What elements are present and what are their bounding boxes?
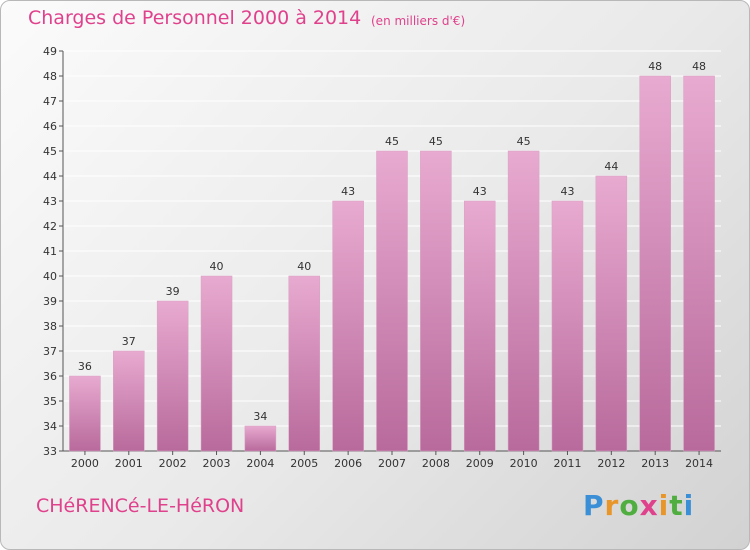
- y-tick-label: 43: [43, 195, 57, 208]
- x-tick-label: 2009: [466, 457, 494, 470]
- bar: [376, 150, 408, 452]
- bar: [156, 300, 189, 452]
- x-tick-label: 2003: [203, 457, 231, 470]
- y-axis: 33 34 35 36 37 38 39 40 41 42 43 44 45 46 47 48 49: [43, 45, 721, 458]
- x-tick-label: 2000: [71, 457, 99, 470]
- data-label: 45: [385, 135, 399, 148]
- data-label: 37: [122, 335, 136, 348]
- bar: [507, 150, 540, 452]
- bar: [244, 425, 277, 452]
- data-label: 39: [166, 285, 180, 298]
- data-label: 48: [648, 60, 662, 73]
- x-tick-label: 2005: [290, 457, 318, 470]
- bar: [683, 75, 715, 452]
- x-tick-label: 2002: [159, 457, 187, 470]
- bar: [420, 150, 452, 452]
- location-name: CHéRENCé-LE-HéRON: [36, 495, 245, 517]
- x-tick-label: 2008: [422, 457, 450, 470]
- y-tick-label: 35: [43, 395, 57, 408]
- y-tick-label: 46: [43, 120, 57, 133]
- x-tick-label: 2004: [246, 457, 274, 470]
- y-tick-label: 45: [43, 145, 57, 158]
- y-tick-label: 37: [43, 345, 57, 358]
- x-tick-label: 2006: [334, 457, 362, 470]
- data-label: 44: [604, 160, 618, 173]
- y-tick-label: 48: [43, 70, 57, 83]
- bar: [595, 175, 628, 452]
- x-tick-label: 2001: [115, 457, 143, 470]
- x-tick-label: 2014: [685, 457, 713, 470]
- x-tick-label: 2011: [553, 457, 581, 470]
- data-label: 40: [210, 260, 224, 273]
- data-label: 48: [692, 60, 706, 73]
- bar: [639, 75, 671, 452]
- x-tick-label: 2010: [510, 457, 538, 470]
- x-axis-labels: 2000 2001 2002 2003 2004 2005 2006 2007 2008 2009…: [71, 451, 713, 470]
- bar: [288, 275, 321, 452]
- y-tick-label: 36: [43, 370, 57, 383]
- data-label: 45: [429, 135, 443, 148]
- bar: [332, 200, 364, 452]
- chart-subtitle: (en milliers d'€): [371, 14, 466, 28]
- bar: [463, 200, 496, 452]
- y-tick-label: 49: [43, 45, 57, 58]
- x-tick-label: 2012: [597, 457, 625, 470]
- data-label: 43: [560, 185, 574, 198]
- y-tick-label: 44: [43, 170, 57, 183]
- proxiti-logo: Proxiti: [583, 489, 695, 522]
- data-label: 43: [341, 185, 355, 198]
- data-label: 40: [297, 260, 311, 273]
- bar: [69, 375, 101, 452]
- data-label: 45: [517, 135, 531, 148]
- x-tick-label: 2013: [641, 457, 669, 470]
- y-tick-label: 33: [43, 445, 57, 458]
- bar: [200, 275, 233, 452]
- y-tick-label: 42: [43, 220, 57, 233]
- x-tick-label: 2007: [378, 457, 406, 470]
- y-tick-label: 34: [43, 420, 57, 433]
- bar: [113, 350, 145, 452]
- chart-title: Charges de Personnel 2000 à 2014: [28, 7, 362, 29]
- data-label: 34: [253, 410, 267, 423]
- data-label: 36: [78, 360, 92, 373]
- y-tick-label: 41: [43, 245, 57, 258]
- y-tick-label: 40: [43, 270, 57, 283]
- y-tick-label: 38: [43, 320, 57, 333]
- data-label: 43: [473, 185, 487, 198]
- bar: [551, 200, 584, 452]
- y-tick-label: 47: [43, 95, 57, 108]
- y-tick-label: 39: [43, 295, 57, 308]
- bars: 36 37 39 40 34 40 43 45 45 43 45 43 44 48 48: [69, 60, 715, 452]
